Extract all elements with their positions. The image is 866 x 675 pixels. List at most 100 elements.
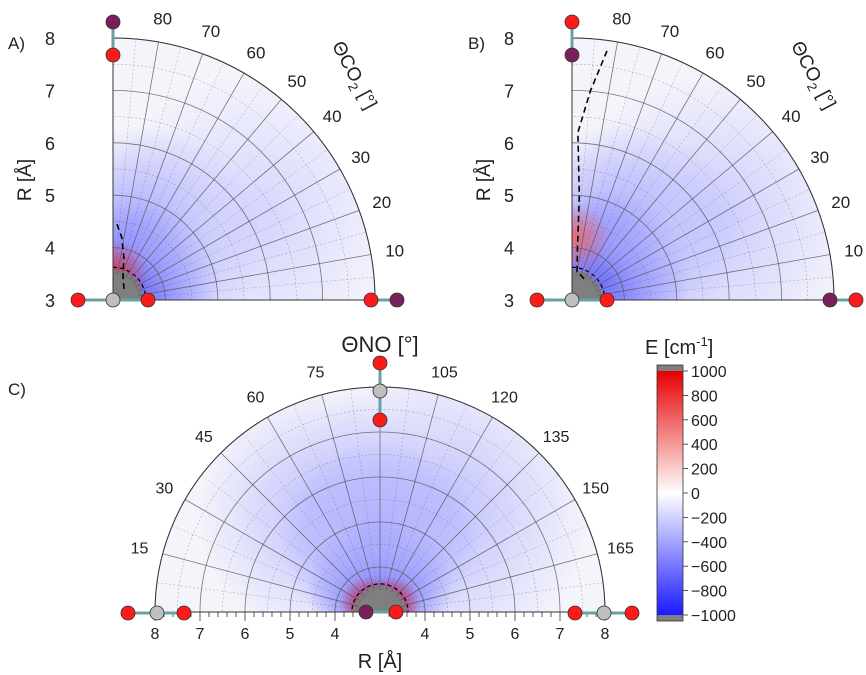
angle-tick-label: 70 (201, 22, 220, 41)
angle-axis-label: ΘCO2 [°] (325, 38, 381, 115)
angle-tick-label: 20 (831, 193, 850, 212)
grid-spoke (138, 254, 372, 296)
colorbar-tick-label: −800 (691, 584, 727, 601)
grid-spoke (201, 474, 363, 599)
oxygen-atom (529, 292, 545, 308)
angle-tick-label: 135 (543, 429, 570, 446)
minimum-energy-path (116, 223, 125, 289)
grid-circle (112, 194, 219, 301)
grid-spoke (184, 499, 361, 602)
angle-tick-label: 40 (323, 107, 342, 126)
r-axis-label: R [Å] (474, 159, 495, 201)
panel-frame (112, 37, 376, 301)
grid-spoke (162, 553, 359, 607)
nitrogen-atom (564, 47, 580, 63)
grid-circle (112, 116, 297, 301)
r-tick-label: 8 (601, 626, 610, 643)
r-axis-label: R [Å] (358, 650, 402, 673)
panel-label: A) (8, 34, 25, 53)
grid-circle (571, 168, 704, 301)
colorbar-tick-label: −1000 (691, 608, 736, 625)
grid-spoke (129, 99, 282, 281)
grid-spoke (385, 394, 439, 591)
co2-molecule-top (372, 355, 388, 428)
oxygen-atom (599, 292, 615, 308)
grid-spoke (397, 474, 559, 599)
grid-spoke (578, 46, 641, 275)
clipped-core (572, 269, 603, 300)
grid-spoke (138, 231, 367, 294)
grid-spoke (350, 388, 378, 590)
r-tick-label: 5 (504, 186, 514, 206)
grid-spoke (400, 525, 588, 604)
r-tick-label: 4 (421, 626, 430, 643)
minimum-energy-path (576, 50, 608, 282)
r-tick-label: 4 (504, 239, 514, 259)
panel-label: B) (468, 34, 485, 53)
angle-axis-label-main: ΘCO (327, 38, 366, 86)
grid-circle (357, 589, 403, 613)
oxygen-atom (140, 292, 156, 308)
grid-spoke (591, 131, 773, 284)
grid-circle (571, 247, 625, 301)
angle-tick-label: 60 (706, 43, 725, 62)
nitrogen-atom (105, 14, 121, 30)
grid-spoke (595, 189, 810, 290)
grid-spoke (137, 210, 360, 292)
r-tick-label: 7 (504, 81, 514, 101)
r-tick-label: 6 (45, 134, 55, 154)
angle-tick-label: 10 (385, 241, 404, 260)
grid-spoke (388, 404, 467, 592)
angle-tick-label: 50 (746, 72, 765, 91)
colorbar-title-end: ] (708, 337, 714, 359)
colorbar-tick-label: −400 (691, 535, 727, 552)
nitrogen-atom (389, 292, 405, 308)
grid-circle (571, 90, 782, 301)
colorbar-title: E [cm-1] (645, 334, 713, 359)
angle-tick-label: 30 (155, 481, 173, 498)
nitrogen-atom (822, 292, 838, 308)
colorbar-title-main: E [cm (645, 337, 696, 359)
grid-spoke (586, 85, 723, 279)
angle-tick-label: 10 (844, 241, 863, 260)
panel-label: C) (8, 380, 26, 399)
energy-field (572, 38, 834, 300)
nitrogen-atom (358, 604, 374, 620)
no-molecule-right (822, 292, 864, 308)
angle-axis-label-main: ΘCO (786, 38, 825, 86)
no-molecule-center (358, 604, 404, 620)
r-tick-label: 7 (45, 81, 55, 101)
grid-spoke (588, 99, 741, 281)
colorbar-tick-label: 1000 (691, 364, 727, 381)
angle-tick-label: 120 (491, 389, 518, 406)
grid-spoke (220, 452, 365, 597)
grid-spoke (119, 46, 182, 275)
r-tick-label: 4 (45, 239, 55, 259)
oxygen-atom (363, 292, 379, 308)
energy-field (113, 38, 375, 300)
grid-spoke (382, 388, 410, 590)
carbon-atom (105, 292, 121, 308)
grid-spoke (597, 254, 831, 296)
carbon-atom (149, 605, 165, 621)
grid-spoke (321, 394, 375, 591)
grid-spoke (123, 62, 224, 277)
r-tick-label: 7 (196, 626, 205, 643)
grid-spoke (139, 276, 375, 298)
oxygen-atom (567, 605, 583, 621)
colorbar-tick-label: 200 (691, 462, 718, 479)
oxygen-atom (372, 355, 388, 371)
panel-frame (571, 37, 835, 301)
grid-circle (571, 116, 756, 301)
angle-tick-label: 15 (131, 541, 149, 558)
grid-spoke (402, 582, 604, 610)
angle-tick-label: 150 (582, 481, 609, 498)
grid-spoke (172, 525, 360, 604)
r-tick-label: 6 (511, 626, 520, 643)
panel-a: A) 3 4 5 6 7 8 R [Å] 10 20 30 40 50 60 70 80 ΘCO2 [°] (8, 9, 405, 311)
grid-spoke (132, 131, 314, 284)
angle-tick-label: 40 (782, 107, 801, 126)
angle-tick-label: 30 (810, 148, 829, 167)
grid-spoke (590, 114, 758, 282)
grid-spoke (594, 168, 800, 288)
